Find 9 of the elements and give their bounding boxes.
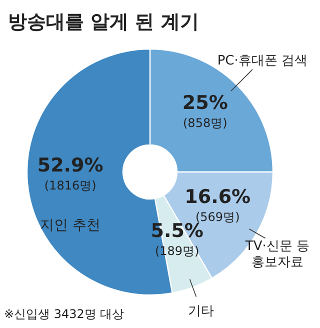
data-label: 25% (858명) <box>182 92 228 130</box>
slice-label: 기타 <box>188 304 214 319</box>
slice-label: 지인 추천 <box>40 217 101 234</box>
slice-label: PC·휴대폰 검색 <box>217 54 308 69</box>
text: ※신입생 3432명 대상 <box>4 307 124 321</box>
data-label: 16.6% (569명) <box>184 186 251 224</box>
slice-label: TV·신문 등 홍보자료 <box>244 239 310 270</box>
chart-title: 방송대를 알게 된 계기 <box>8 11 199 33</box>
data-label: 52.9% (1816명) <box>37 154 104 192</box>
